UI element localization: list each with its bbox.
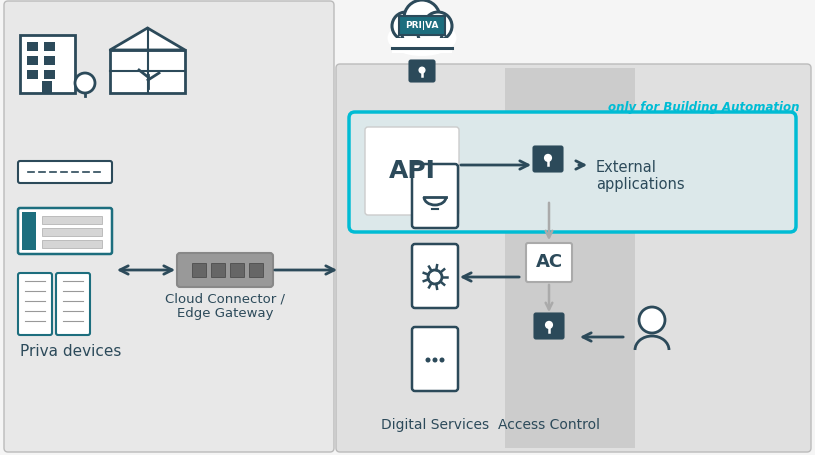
Text: Cloud Connector /
Edge Gateway: Cloud Connector / Edge Gateway <box>165 292 285 320</box>
FancyBboxPatch shape <box>399 16 445 35</box>
Circle shape <box>433 358 438 363</box>
Text: Digital Services: Digital Services <box>381 418 489 432</box>
FancyBboxPatch shape <box>535 313 563 339</box>
Bar <box>42 240 102 248</box>
Bar <box>110 50 185 93</box>
FancyBboxPatch shape <box>412 244 458 308</box>
Circle shape <box>439 358 444 363</box>
FancyBboxPatch shape <box>336 64 811 452</box>
Circle shape <box>402 22 426 46</box>
FancyBboxPatch shape <box>56 273 90 335</box>
Bar <box>44 56 55 65</box>
Text: only for Building Automation: only for Building Automation <box>609 101 800 115</box>
Bar <box>42 81 52 93</box>
Bar <box>44 70 55 79</box>
Circle shape <box>639 307 665 333</box>
FancyBboxPatch shape <box>18 273 52 335</box>
FancyBboxPatch shape <box>349 112 796 232</box>
FancyBboxPatch shape <box>412 327 458 391</box>
Bar <box>230 263 244 277</box>
Bar <box>27 42 38 51</box>
Circle shape <box>544 155 552 161</box>
Bar <box>42 216 102 224</box>
Text: API: API <box>389 159 435 183</box>
FancyBboxPatch shape <box>526 243 572 282</box>
Text: Access Control: Access Control <box>498 418 600 432</box>
FancyBboxPatch shape <box>534 147 562 172</box>
Polygon shape <box>110 28 185 50</box>
FancyBboxPatch shape <box>18 161 112 183</box>
Bar <box>211 263 225 277</box>
Circle shape <box>425 358 430 363</box>
Circle shape <box>424 12 452 40</box>
FancyBboxPatch shape <box>409 61 434 81</box>
Bar <box>392 38 452 53</box>
Bar <box>42 228 102 236</box>
Text: Priva devices: Priva devices <box>20 344 121 359</box>
Circle shape <box>392 12 420 40</box>
Circle shape <box>418 22 442 46</box>
Circle shape <box>419 67 425 73</box>
Text: PRI|VA: PRI|VA <box>405 21 438 30</box>
Ellipse shape <box>387 20 456 56</box>
Bar <box>27 70 38 79</box>
FancyBboxPatch shape <box>412 164 458 228</box>
Bar <box>192 263 206 277</box>
Circle shape <box>75 73 95 93</box>
Bar <box>249 263 263 277</box>
Bar <box>505 68 635 448</box>
FancyBboxPatch shape <box>365 127 459 215</box>
Bar <box>22 212 36 250</box>
Bar <box>27 56 38 65</box>
FancyBboxPatch shape <box>4 1 334 452</box>
Bar <box>44 42 55 51</box>
Text: AC: AC <box>535 253 562 271</box>
Circle shape <box>545 322 553 328</box>
Circle shape <box>404 0 440 36</box>
FancyBboxPatch shape <box>177 253 273 287</box>
Text: External
applications: External applications <box>596 160 685 192</box>
FancyBboxPatch shape <box>18 208 112 254</box>
Bar <box>20 35 75 93</box>
